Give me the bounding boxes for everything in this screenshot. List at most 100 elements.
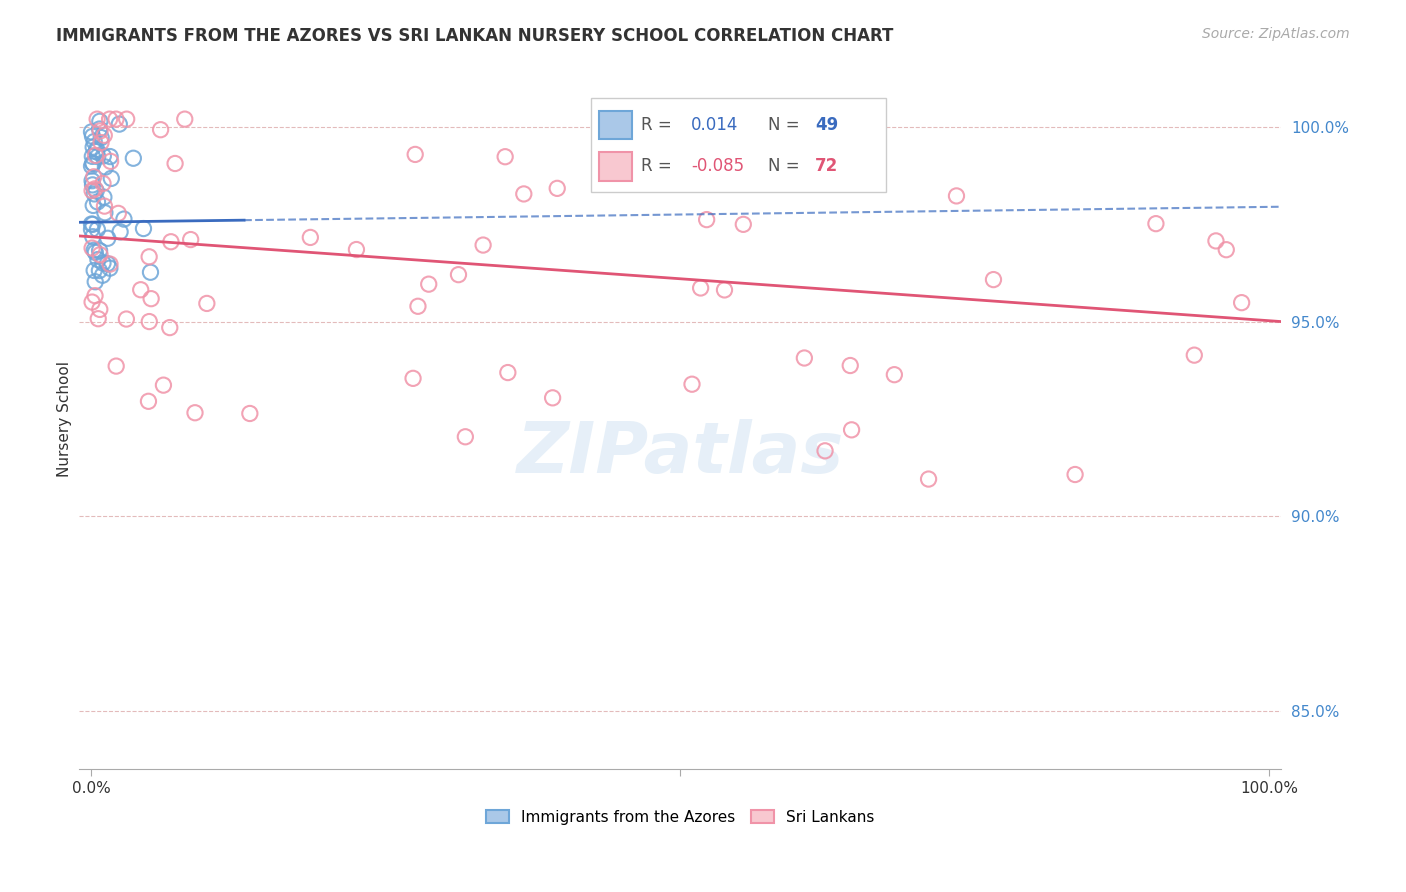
Bar: [599, 112, 631, 139]
Text: R =: R =: [641, 158, 672, 176]
Point: [1230, 295, 1253, 310]
Point: [89, 124, 111, 138]
Point: [496, 366, 519, 380]
Point: [100, 171, 122, 186]
Point: [80, 184, 103, 198]
Point: [94, 205, 117, 219]
Point: [91, 256, 114, 270]
Point: [713, 283, 735, 297]
Point: [406, 299, 429, 313]
Point: [86, 112, 108, 127]
Point: [83, 135, 105, 149]
Point: [454, 430, 477, 444]
Point: [696, 212, 718, 227]
Point: [184, 406, 207, 420]
Y-axis label: Nursery School: Nursery School: [58, 361, 72, 477]
Point: [814, 443, 837, 458]
Point: [883, 368, 905, 382]
Point: [418, 277, 440, 292]
Point: [96, 257, 118, 271]
Point: [80, 295, 103, 310]
Point: [173, 112, 195, 127]
Point: [83, 263, 105, 277]
Point: [84, 288, 107, 302]
Text: ZIPatlas: ZIPatlas: [516, 419, 844, 489]
Point: [84, 182, 107, 196]
Point: [89, 302, 111, 317]
Text: Source: ZipAtlas.com: Source: ZipAtlas.com: [1202, 27, 1350, 41]
Text: -0.085: -0.085: [690, 158, 744, 176]
Text: R =: R =: [641, 116, 672, 135]
Point: [733, 218, 755, 232]
Point: [98, 112, 121, 127]
Point: [108, 225, 131, 239]
Point: [180, 233, 202, 247]
Point: [97, 231, 120, 245]
Point: [115, 112, 138, 127]
Point: [513, 186, 536, 201]
Point: [80, 125, 103, 139]
Text: 0.014: 0.014: [690, 116, 738, 135]
Point: [129, 283, 152, 297]
Point: [138, 394, 160, 409]
Point: [91, 149, 114, 163]
Point: [86, 149, 108, 163]
Text: 49: 49: [815, 116, 838, 135]
Point: [195, 296, 218, 310]
Point: [98, 150, 121, 164]
Point: [149, 122, 172, 136]
Point: [681, 377, 703, 392]
Point: [80, 217, 103, 231]
Point: [87, 311, 110, 326]
Point: [1182, 348, 1205, 362]
Point: [86, 194, 108, 209]
Bar: [599, 153, 631, 180]
Point: [83, 243, 105, 257]
Point: [494, 150, 516, 164]
Point: [82, 178, 104, 192]
Point: [84, 145, 107, 159]
Point: [107, 206, 129, 220]
Point: [82, 129, 104, 144]
Point: [83, 169, 105, 184]
Point: [239, 407, 262, 421]
Point: [100, 154, 122, 169]
Point: [80, 222, 103, 236]
Point: [115, 312, 138, 326]
Point: [82, 198, 104, 212]
Point: [80, 159, 103, 173]
Point: [80, 241, 103, 255]
Point: [90, 136, 112, 150]
Point: [93, 190, 115, 204]
Point: [84, 184, 107, 198]
Point: [983, 272, 1005, 286]
Point: [793, 351, 815, 365]
Point: [160, 235, 183, 249]
Point: [472, 238, 495, 252]
Point: [82, 174, 104, 188]
Point: [138, 250, 160, 264]
Point: [689, 281, 711, 295]
Legend: Immigrants from the Azores, Sri Lankans: Immigrants from the Azores, Sri Lankans: [486, 810, 875, 825]
Point: [87, 252, 110, 267]
Text: IMMIGRANTS FROM THE AZORES VS SRI LANKAN NURSERY SCHOOL CORRELATION CHART: IMMIGRANTS FROM THE AZORES VS SRI LANKAN…: [56, 27, 894, 45]
Point: [841, 423, 863, 437]
Text: N =: N =: [768, 116, 799, 135]
Point: [139, 292, 162, 306]
Point: [159, 320, 181, 334]
Point: [945, 189, 967, 203]
Point: [346, 243, 368, 257]
Point: [90, 130, 112, 145]
Point: [1144, 217, 1167, 231]
Point: [93, 199, 115, 213]
Point: [84, 245, 107, 260]
Point: [112, 212, 135, 227]
Point: [108, 117, 131, 131]
Point: [98, 261, 121, 276]
Point: [89, 244, 111, 258]
Point: [1215, 243, 1237, 257]
Point: [89, 122, 111, 136]
Point: [447, 268, 470, 282]
Point: [402, 371, 425, 385]
Point: [98, 257, 121, 271]
